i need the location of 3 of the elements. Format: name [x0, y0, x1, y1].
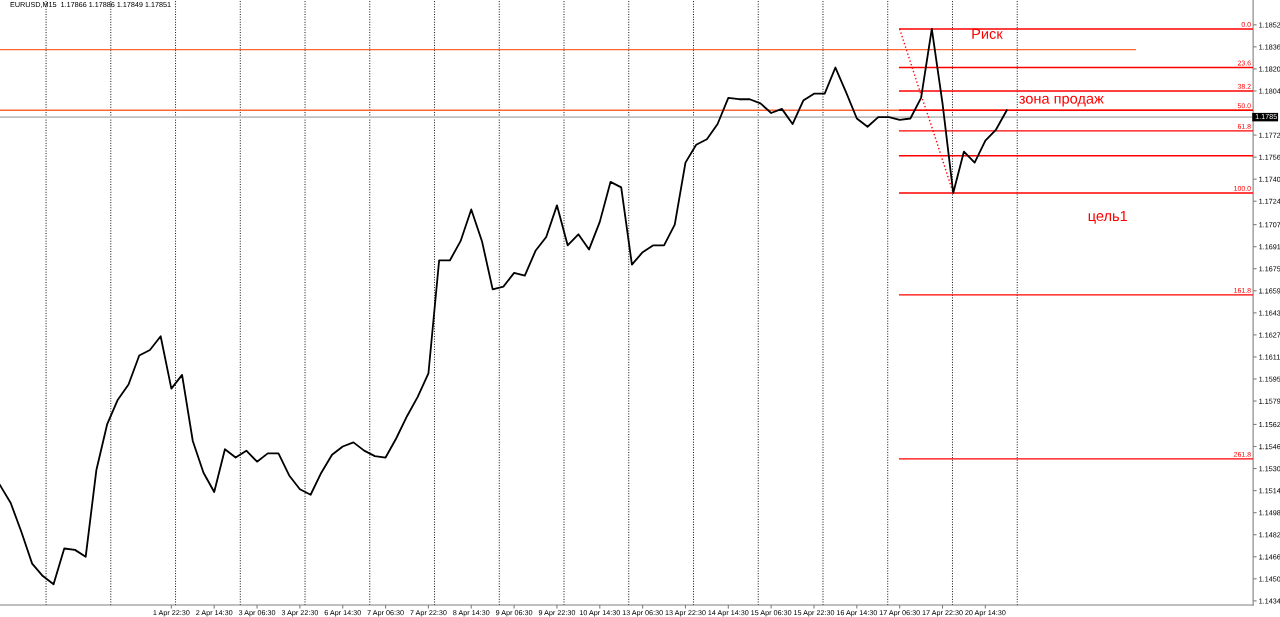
annotation: Риск — [972, 28, 1003, 39]
annotation: цель1 — [1088, 210, 1128, 224]
annotation: зона продаж — [1019, 95, 1104, 107]
